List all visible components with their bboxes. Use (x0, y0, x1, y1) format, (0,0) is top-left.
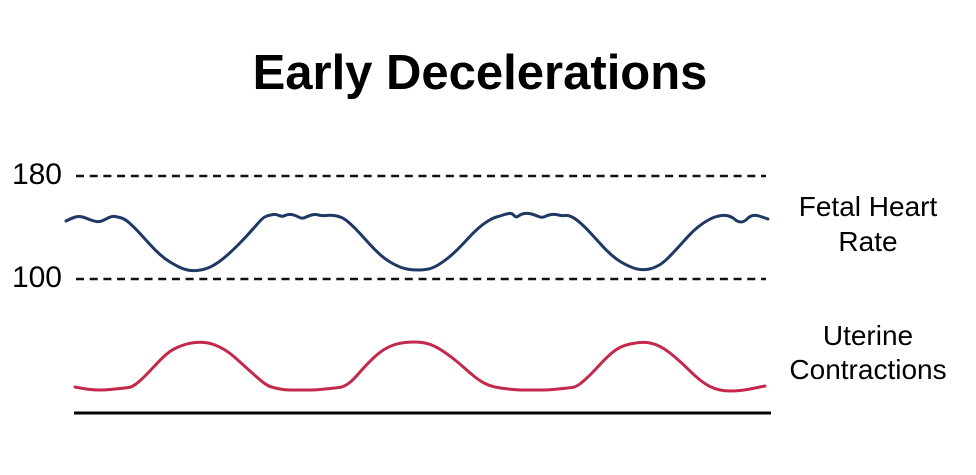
y-axis-label-180: 180 (11, 158, 62, 191)
y-axis-label-100: 100 (11, 261, 62, 294)
uc-curve (73, 340, 767, 393)
uc-series-label: Uterine Contractions (789, 320, 947, 385)
figure-title: Early Decelerations (252, 46, 708, 100)
fhr-series-label: Fetal Heart Rate (798, 191, 938, 257)
fhr-curve (64, 211, 770, 273)
